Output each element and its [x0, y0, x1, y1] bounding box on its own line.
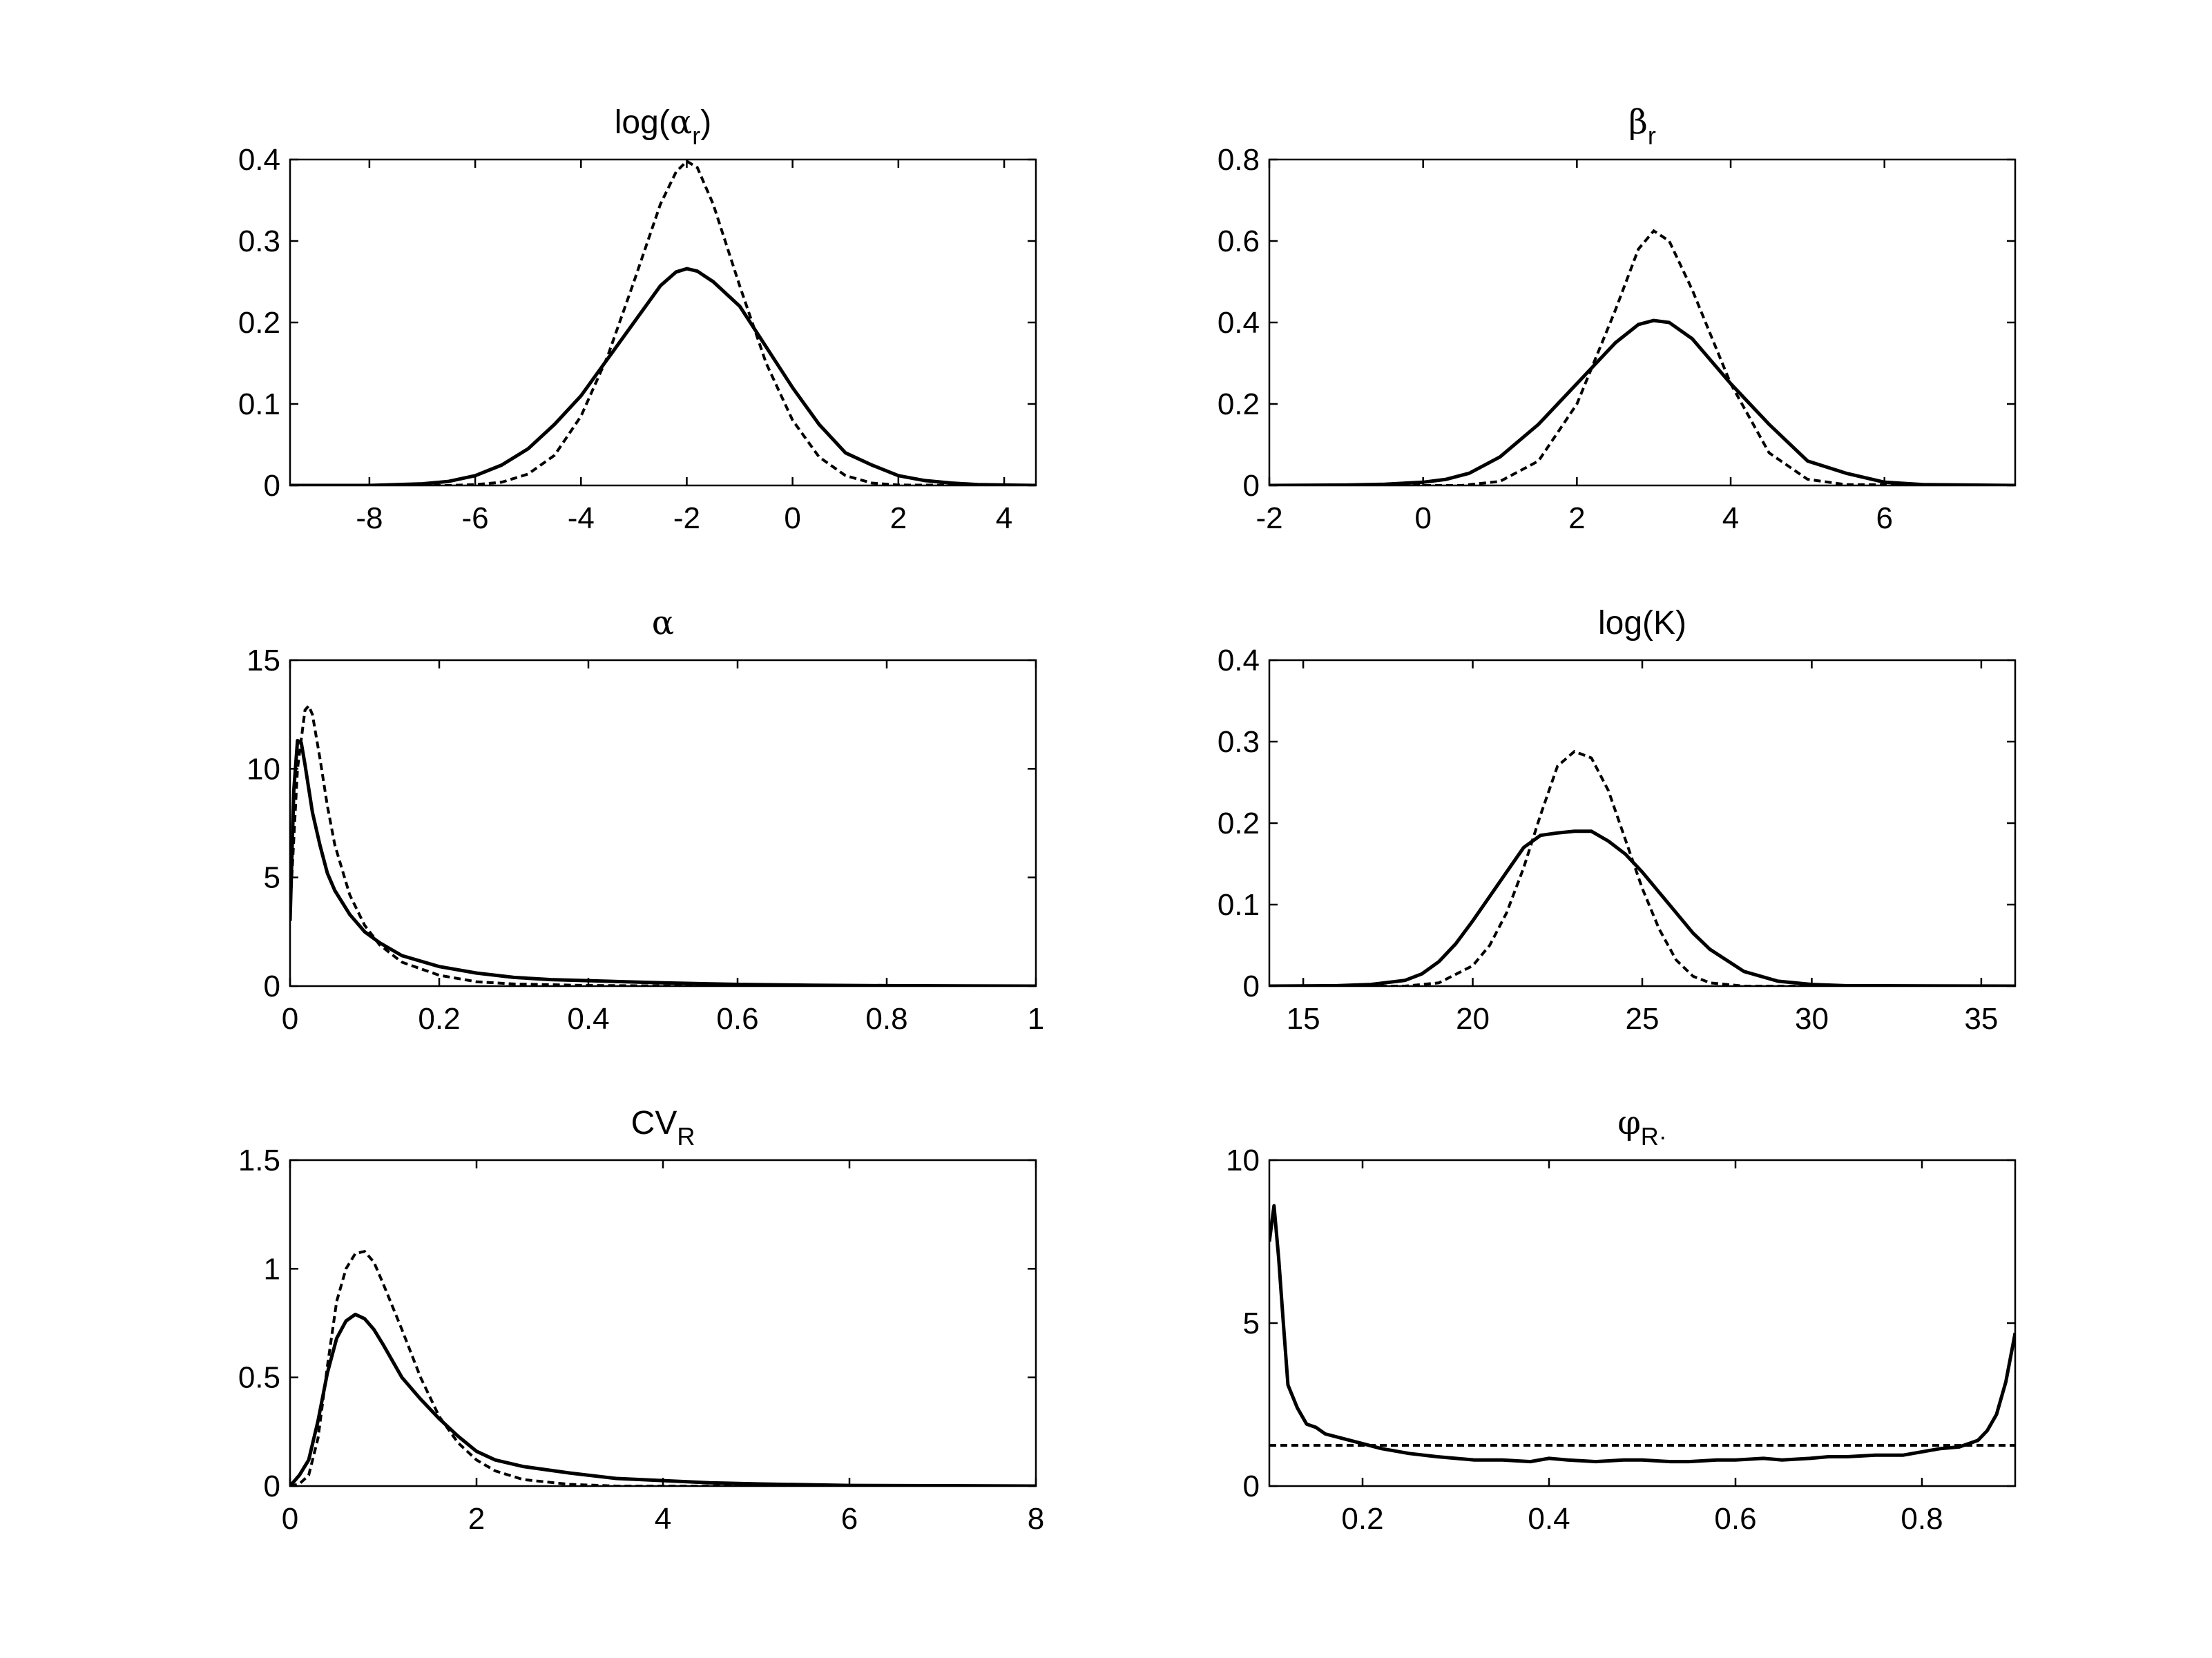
title-base: log(K) — [1598, 605, 1686, 642]
panel-title: βr — [1628, 103, 1656, 150]
y-tick-label: 0.3 — [1218, 725, 1260, 759]
y-tick-label: 0.6 — [1218, 224, 1260, 258]
x-tick-label: -4 — [568, 501, 595, 535]
title-subscript: r — [1648, 122, 1656, 150]
series-posterior-line — [1269, 318, 2015, 485]
x-tick-label: 0.6 — [716, 1002, 758, 1036]
y-tick-label: 10 — [1226, 1144, 1260, 1177]
panel-title: CVR — [631, 1105, 695, 1150]
x-tick-label: 0.8 — [865, 1002, 907, 1036]
y-tick-label: 1.5 — [238, 1144, 280, 1177]
x-tick-label: 0.4 — [1528, 1502, 1570, 1536]
y-tick-label: 0.2 — [238, 306, 280, 340]
x-tick-label: 0.2 — [418, 1002, 460, 1036]
x-tick-label: 2 — [890, 501, 907, 535]
x-tick-label: 0.4 — [567, 1002, 609, 1036]
y-tick-label: 0 — [264, 1469, 280, 1503]
y-tick-label: 1 — [264, 1252, 280, 1286]
y-tick-label: 0 — [1243, 1469, 1260, 1503]
panel-beta-r: -2 0 2 4 600.20.40.60.8βr — [1218, 103, 2017, 535]
y-tick-label: 0 — [1243, 970, 1260, 1003]
y-tick-label: 0 — [264, 469, 280, 503]
series-prior-line — [290, 703, 1036, 986]
y-tick-label: 5 — [264, 861, 280, 895]
title-subscript: R· — [1641, 1122, 1667, 1150]
panel-cv-r: 0 2 4 6 8 0 0.5 1 1.5 CVR — [238, 1105, 1044, 1536]
y-tick-label: 0 — [1243, 469, 1260, 503]
panel-title: log(K) — [1598, 605, 1686, 642]
x-tick-label: 2 — [1568, 501, 1585, 535]
panel-log-k: 15 20 25 30 35 0 0.1 0.2 0.3 0.4 log(K) — [1218, 605, 2017, 1036]
y-tick-label: 0 — [264, 970, 280, 1003]
series-posterior-line — [1269, 1204, 2015, 1464]
title-symbol: φ — [1617, 1103, 1641, 1142]
x-tick-label: 0 — [1414, 501, 1431, 535]
x-tick-label: 0 — [784, 501, 800, 535]
y-tick-label: 0.5 — [238, 1361, 280, 1395]
title-symbol: β — [1628, 103, 1648, 142]
y-tick-label: 0.1 — [238, 387, 280, 421]
series-prior-line — [1269, 229, 2015, 485]
x-tick-label: 15 — [1287, 1002, 1320, 1036]
y-tick-label: 0.8 — [1218, 143, 1260, 177]
x-tick-label: 2 — [468, 1502, 485, 1536]
x-tick-label: 20 — [1456, 1002, 1490, 1036]
x-tick-label: -2 — [673, 501, 700, 535]
title-suffix: ) — [700, 104, 711, 141]
series-posterior-line — [290, 267, 1036, 485]
axes-frame — [289, 659, 1037, 987]
x-tick-label: 0 — [282, 1502, 298, 1536]
panel-log-alpha-r: -8 -6 -4 -2 0 2 4 0 0.1 0.2 0.3 0.4 log(αr) — [238, 103, 1037, 535]
panel-title: log(αr) — [615, 103, 711, 150]
x-tick-label: -2 — [1256, 501, 1282, 535]
y-tick-label: 15 — [247, 644, 280, 677]
x-tick-label: 0.2 — [1341, 1502, 1383, 1536]
title-symbol: α — [652, 604, 674, 642]
y-tick-label: 0.1 — [1218, 888, 1260, 922]
x-tick-label: 30 — [1795, 1002, 1829, 1036]
y-tick-label: 0.2 — [1218, 387, 1260, 421]
title-base: CV — [631, 1105, 677, 1141]
x-tick-label: 25 — [1626, 1002, 1660, 1036]
y-tick-label: 0.3 — [238, 224, 280, 258]
x-tick-label: 0.8 — [1901, 1502, 1943, 1536]
series-prior-line — [1269, 749, 2015, 986]
x-tick-label: 0 — [282, 1002, 298, 1036]
x-tick-label: 6 — [841, 1502, 858, 1536]
series-prior-line — [290, 160, 1036, 485]
title-subscript: r — [692, 122, 700, 150]
x-tick-label: -6 — [462, 501, 489, 535]
y-tick-label: 10 — [247, 752, 280, 786]
title-base: log( — [615, 104, 670, 141]
y-tick-label: 0.2 — [1218, 807, 1260, 840]
series-posterior-line — [290, 738, 1036, 986]
title-symbol: α — [670, 103, 692, 142]
y-tick-label: 5 — [1243, 1307, 1260, 1340]
x-tick-label: 8 — [1028, 1502, 1044, 1536]
title-subscript: R — [677, 1122, 695, 1150]
x-tick-label: 4 — [996, 501, 1012, 535]
x-tick-label: 1 — [1028, 1002, 1044, 1036]
x-tick-label: -8 — [356, 501, 383, 535]
panel-title: φR· — [1617, 1103, 1667, 1150]
x-tick-label: 4 — [655, 1502, 671, 1536]
y-tick-label: 0.4 — [238, 143, 280, 177]
y-tick-label: 0.4 — [1218, 644, 1260, 677]
x-tick-label: 35 — [1964, 1002, 1998, 1036]
panel-phi-r: 0.2 0.4 0.6 0.8 0 5 10 φR· — [1226, 1103, 2017, 1536]
y-tick-label: 0.4 — [1218, 306, 1260, 340]
panel-title: α — [652, 604, 674, 642]
x-tick-label: 0.6 — [1714, 1502, 1756, 1536]
x-tick-label: 6 — [1876, 501, 1892, 535]
x-tick-label: 4 — [1722, 501, 1739, 535]
series-posterior-line — [1269, 829, 2015, 986]
